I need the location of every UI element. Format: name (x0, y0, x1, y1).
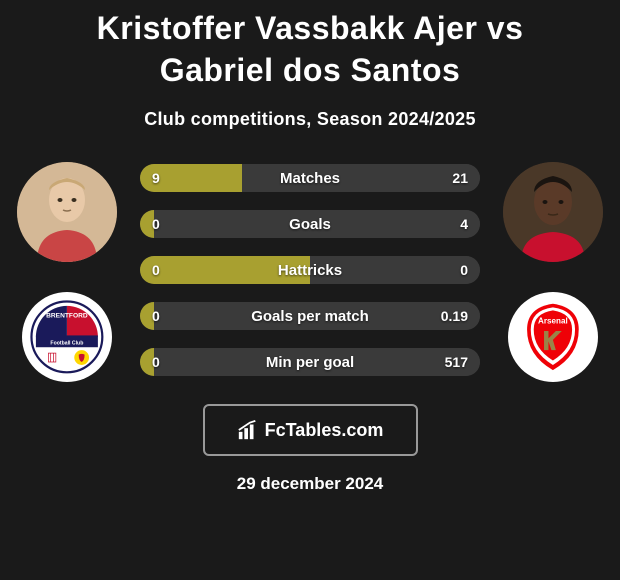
svg-text:Football Club: Football Club (51, 341, 84, 347)
stat-value-left: 0 (152, 308, 160, 324)
comparison-panel: BRENTFORD Football Club 9 Matches 21 0 Goals… (10, 162, 610, 382)
stat-value-left: 0 (152, 262, 160, 278)
brand-text: FcTables.com (265, 420, 384, 441)
club-right-badge: Arsenal (508, 292, 598, 382)
stat-row: 0 Goals 4 (140, 210, 480, 238)
stat-label: Goals per match (251, 308, 369, 325)
right-side: Arsenal (498, 162, 608, 382)
player-left-avatar (17, 162, 117, 262)
stat-value-right: 21 (452, 170, 468, 186)
stats-list: 9 Matches 21 0 Goals 4 0 Hattricks 0 0 Goals per m… (122, 164, 498, 376)
stat-label: Goals (289, 216, 331, 233)
player-right-avatar (503, 162, 603, 262)
stat-value-right: 0 (460, 262, 468, 278)
stat-value-right: 4 (460, 216, 468, 232)
comparison-subtitle: Club competitions, Season 2024/2025 (10, 109, 610, 130)
stat-row: 0 Min per goal 517 (140, 348, 480, 376)
svg-text:BRENTFORD: BRENTFORD (46, 313, 88, 320)
stat-value-left: 9 (152, 170, 160, 186)
comparison-title: Kristoffer Vassbakk Ajer vs Gabriel dos … (10, 0, 610, 91)
stat-value-left: 0 (152, 216, 160, 232)
svg-text:Arsenal: Arsenal (538, 317, 568, 326)
comparison-date: 29 december 2024 (10, 474, 610, 494)
stat-row: 9 Matches 21 (140, 164, 480, 192)
stat-label: Hattricks (278, 262, 342, 279)
stat-value-right: 517 (445, 354, 468, 370)
brand-badge: FcTables.com (203, 404, 418, 456)
stat-row: 0 Hattricks 0 (140, 256, 480, 284)
stat-value-left: 0 (152, 354, 160, 370)
club-left-badge: BRENTFORD Football Club (22, 292, 112, 382)
stat-row: 0 Goals per match 0.19 (140, 302, 480, 330)
left-side: BRENTFORD Football Club (12, 162, 122, 382)
stat-bar-right (242, 164, 480, 192)
stat-value-right: 0.19 (441, 308, 468, 324)
stat-label: Matches (280, 170, 340, 187)
stat-label: Min per goal (266, 354, 354, 371)
chart-icon (237, 419, 259, 441)
